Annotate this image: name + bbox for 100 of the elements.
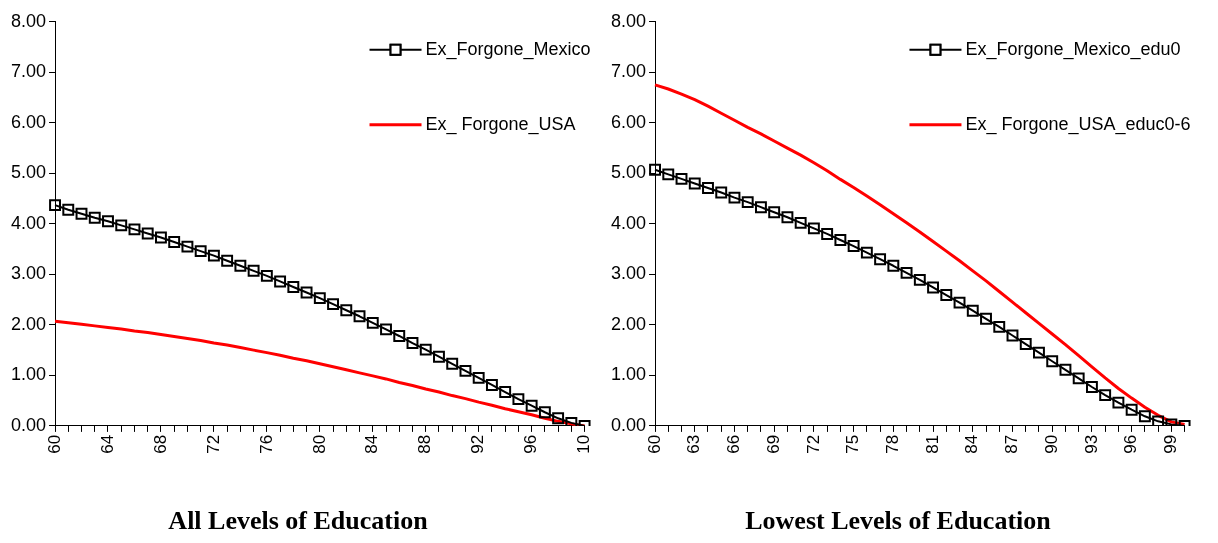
legend-label: Ex_Forgone_Mexico_edu0	[965, 38, 1181, 60]
point	[993, 320, 1006, 333]
point	[913, 273, 926, 286]
y-tick-label: 8.00	[10, 10, 47, 31]
point	[62, 203, 75, 216]
point	[887, 259, 900, 272]
point	[313, 292, 326, 305]
y-tick-label: 7.00	[10, 61, 47, 82]
point	[538, 406, 551, 419]
y-tick-label: 6.00	[10, 111, 47, 132]
point	[75, 207, 88, 220]
legend-label: Ex_ Forgone_USA	[425, 113, 576, 135]
point	[1059, 363, 1072, 376]
point	[900, 266, 913, 279]
point	[340, 304, 353, 317]
y-tick-label: 7.00	[610, 61, 647, 82]
point	[1152, 415, 1165, 426]
point	[1099, 389, 1112, 402]
x-tick-label: 76	[256, 434, 276, 454]
x-tick-label: 81	[922, 434, 942, 454]
y-tick-label: 0.00	[10, 414, 47, 435]
point	[1006, 329, 1019, 342]
point	[781, 211, 794, 224]
point	[260, 269, 273, 282]
x-tick-label: 96	[521, 434, 541, 454]
point	[194, 245, 207, 258]
x-tick-label: 99	[1161, 434, 1181, 454]
legend-label: Ex_ Forgone_USA_educ0-6	[965, 113, 1191, 135]
y-tick-label: 5.00	[10, 162, 47, 183]
point	[327, 298, 340, 311]
x-tick-label: 60	[44, 434, 64, 454]
point	[1019, 338, 1032, 351]
point	[459, 364, 472, 377]
point	[247, 264, 260, 277]
y-tick-label: 1.00	[10, 364, 47, 385]
point	[485, 379, 498, 391]
point	[1072, 372, 1085, 385]
point	[715, 186, 728, 199]
x-tick-label: 80	[309, 434, 329, 454]
point	[446, 357, 459, 370]
point	[821, 228, 834, 240]
point	[472, 371, 485, 384]
y-tick-label: 3.00	[610, 263, 647, 284]
point	[1085, 381, 1098, 393]
point	[662, 168, 675, 181]
y-tick-label: 4.00	[610, 212, 647, 233]
text: Lowest Levels of Education	[745, 506, 1052, 536]
y-tick-label: 0.00	[610, 414, 647, 435]
point	[141, 227, 154, 240]
point	[49, 199, 61, 212]
point	[552, 412, 565, 425]
y-tick-label: 1.00	[610, 364, 647, 385]
point	[300, 286, 313, 299]
point	[1112, 396, 1125, 409]
x-tick-label: 68	[150, 434, 170, 454]
x-tick-label: 84	[962, 434, 982, 454]
point	[966, 304, 979, 317]
x-tick-label: 90	[1041, 434, 1061, 454]
point	[433, 350, 445, 363]
x-tick-label: 60	[644, 434, 664, 454]
point	[940, 289, 953, 302]
y-tick-label: 6.00	[610, 111, 647, 132]
y-tick-label: 2.00	[610, 313, 647, 334]
x-tick-label: 78	[883, 434, 903, 454]
point	[688, 177, 701, 190]
point	[847, 240, 860, 253]
x-tick-label: 96	[1121, 434, 1141, 454]
legend-label: Ex_Forgone_Mexico	[425, 38, 591, 60]
point	[88, 211, 101, 224]
point	[366, 316, 379, 329]
x-tick-label: 63	[684, 434, 704, 454]
point	[1125, 403, 1138, 416]
point	[406, 337, 419, 349]
point	[499, 386, 512, 398]
x-tick-label: 64	[97, 434, 117, 454]
point	[755, 201, 767, 214]
point	[794, 216, 807, 229]
point	[1033, 346, 1045, 359]
point	[980, 312, 992, 325]
point	[675, 172, 688, 185]
point	[115, 219, 128, 232]
point	[512, 393, 525, 406]
x-tick-label: 88	[415, 434, 435, 454]
x-tick-label: 10	[574, 434, 594, 454]
point	[380, 323, 392, 336]
point	[181, 240, 194, 253]
point	[649, 163, 661, 176]
x-tick-label: 66	[724, 434, 744, 454]
point	[207, 249, 220, 262]
x-tick-label: 72	[203, 434, 223, 454]
point	[287, 281, 300, 293]
point	[221, 254, 234, 267]
point	[834, 234, 847, 246]
y-tick-label: 2.00	[10, 313, 47, 334]
point	[1046, 355, 1059, 368]
point	[102, 215, 114, 228]
x-tick-label: 87	[1002, 434, 1022, 454]
point	[807, 222, 820, 235]
text: All Levels of Education	[168, 506, 429, 536]
point	[353, 310, 366, 323]
